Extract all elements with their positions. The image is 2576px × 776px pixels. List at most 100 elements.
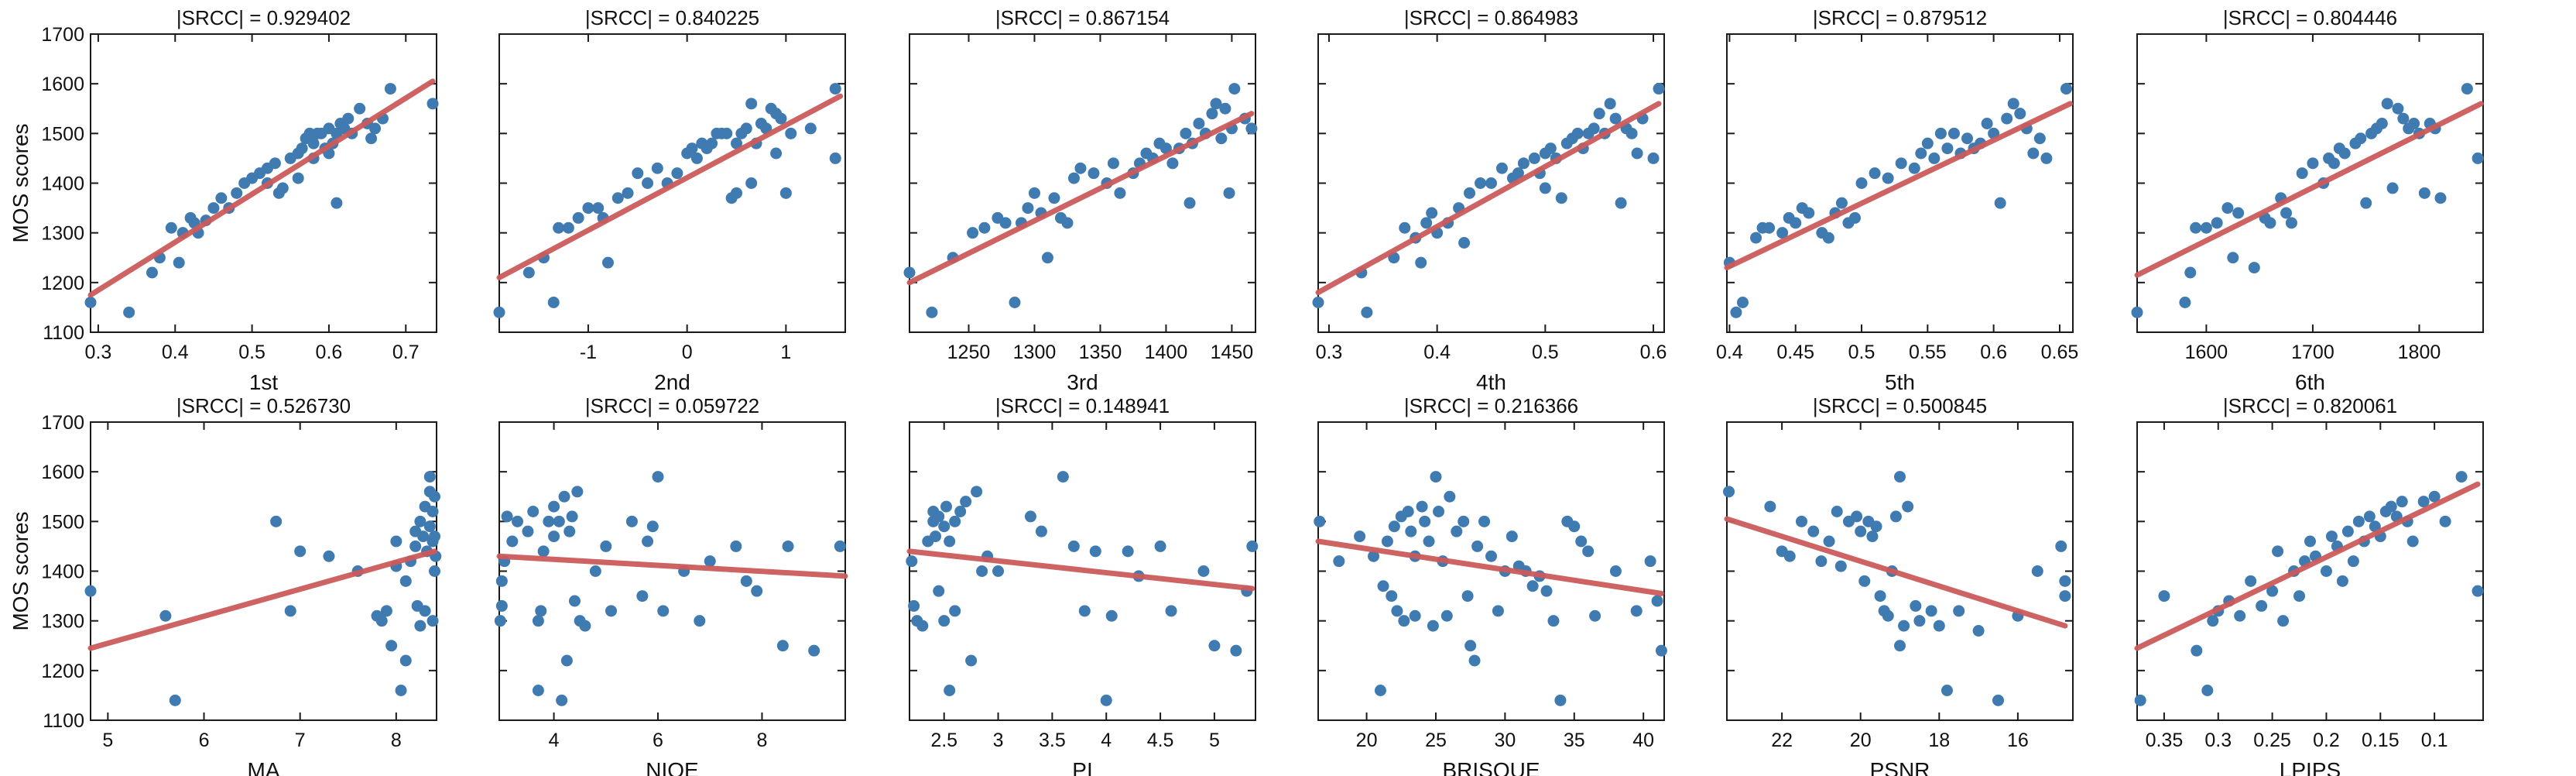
y-tick-label: 1600 — [41, 74, 84, 95]
data-point — [2385, 500, 2397, 513]
data-point — [1485, 550, 1497, 562]
data-point — [2325, 530, 2338, 543]
data-point — [1180, 127, 1192, 139]
data-point — [1582, 545, 1595, 558]
data-point — [1908, 162, 1920, 174]
data-point — [512, 515, 524, 527]
data-point — [944, 685, 956, 696]
data-point — [2428, 490, 2441, 503]
x-axis-label: PI — [1072, 758, 1092, 776]
data-point — [2396, 496, 2408, 508]
data-point — [2227, 252, 2239, 264]
data-point — [1386, 590, 1398, 603]
data-point — [829, 83, 841, 95]
data-point — [1915, 147, 1927, 160]
data-point — [775, 112, 787, 125]
x-axis-label: 4th — [1476, 370, 1506, 394]
data-point — [1107, 157, 1119, 170]
y-tick-label: 1400 — [41, 173, 84, 195]
y-tick-label: 1700 — [41, 412, 84, 434]
data-point — [2307, 157, 2319, 170]
data-point — [1953, 605, 1965, 617]
data-point — [2418, 187, 2430, 199]
data-point — [686, 142, 698, 155]
data-point — [1589, 609, 1601, 622]
data-point — [2207, 615, 2219, 627]
data-point — [1647, 152, 1660, 164]
x-tick-label: 0.45 — [1776, 342, 1814, 363]
data-point — [399, 575, 412, 587]
data-point — [1851, 510, 1863, 523]
data-point — [903, 266, 916, 279]
data-point — [548, 500, 560, 513]
data-point — [506, 535, 519, 548]
subplot-4: 0.3 0.4 0.5 0.6 |SRCC| = 0.864983 4th — [1312, 6, 1667, 394]
data-point — [906, 555, 918, 568]
x-tick-label: 0.7 — [392, 342, 420, 363]
x-tick-label: 2.5 — [930, 730, 957, 751]
data-point — [1593, 108, 1605, 120]
data-point — [1461, 590, 1474, 603]
data-point — [2179, 297, 2191, 308]
data-point — [1048, 192, 1060, 204]
data-point — [2055, 540, 2067, 552]
data-point — [1555, 192, 1567, 204]
data-point — [426, 98, 439, 110]
subplot-title: |SRCC| = 0.929402 — [176, 6, 351, 29]
x-tick-label: 18 — [1928, 730, 1950, 751]
plot-frame — [90, 421, 437, 721]
data-point — [1312, 297, 1324, 308]
data-point — [1444, 490, 1456, 503]
data-point — [426, 615, 439, 627]
data-point — [323, 550, 335, 562]
data-point — [938, 520, 951, 533]
data-point — [1925, 605, 1937, 617]
data-point — [1609, 565, 1622, 577]
data-point — [1333, 555, 1345, 568]
data-point — [1022, 202, 1034, 215]
data-point — [2461, 83, 2473, 95]
data-point — [1575, 535, 1588, 548]
data-point — [2338, 147, 2351, 160]
data-point — [564, 525, 576, 537]
x-tick-label: 7 — [295, 730, 306, 751]
data-point — [2455, 471, 2468, 483]
subplot-11: 22 20 18 16 |SRCC| = 0.500845 PSNR — [1723, 394, 2074, 776]
data-point — [1866, 530, 1879, 543]
x-tick-label: 1450 — [1211, 342, 1254, 363]
data-point — [1941, 142, 1954, 155]
y-tick-label: 1400 — [41, 561, 84, 583]
data-point — [582, 202, 594, 215]
data-point — [532, 615, 544, 627]
subplot-title: |SRCC| = 0.500845 — [1813, 394, 1987, 417]
data-point — [426, 506, 439, 517]
data-point — [2060, 83, 2072, 95]
x-tick-label: 8 — [756, 730, 767, 751]
data-point — [751, 585, 763, 597]
data-point — [2376, 118, 2388, 129]
y-axis-label: MOS scores — [9, 511, 33, 630]
data-point — [1526, 580, 1539, 592]
data-point — [636, 590, 649, 603]
y-axis-label: MOS scores — [9, 123, 33, 242]
data-point — [1122, 545, 1134, 558]
data-point — [1609, 112, 1622, 125]
x-tick-label: 40 — [1632, 730, 1654, 751]
subplot-title: |SRCC| = 0.879512 — [1813, 6, 1987, 29]
data-point — [1419, 515, 1431, 527]
data-point — [1807, 525, 1820, 537]
data-point — [2347, 555, 2359, 568]
data-point — [1547, 615, 1560, 627]
data-point — [1941, 685, 1953, 696]
x-tick-label: 1300 — [1013, 342, 1057, 363]
subplot-5: 0.4 0.45 0.5 0.55 0.6 0.65 |SRCC| = 0.879512 5t… — [1716, 6, 2078, 394]
data-point — [579, 620, 591, 632]
data-point — [601, 256, 614, 269]
data-point — [2059, 590, 2071, 603]
x-tick-label: 0.3 — [2204, 730, 2232, 751]
x-tick-label: 20 — [1356, 730, 1378, 751]
y-tick-label: 1300 — [41, 223, 84, 245]
fit-line — [496, 553, 848, 579]
data-point — [1528, 152, 1540, 164]
